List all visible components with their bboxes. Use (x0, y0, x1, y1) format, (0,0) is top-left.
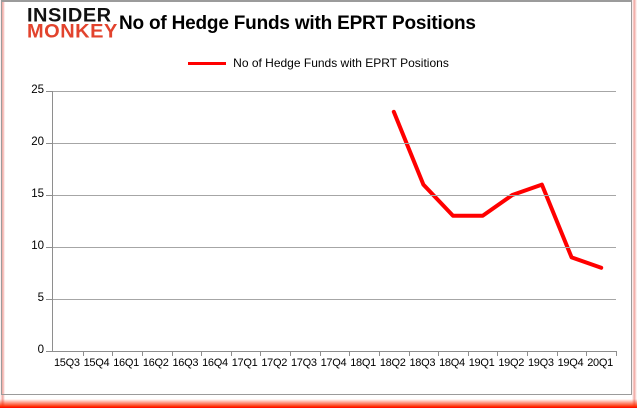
y-axis-tick (46, 90, 53, 92)
y-axis-tick (46, 298, 53, 300)
y-axis-tick (46, 142, 53, 144)
x-axis-label: 16Q3 (172, 357, 199, 369)
y-axis-label: 10 (31, 240, 44, 252)
x-axis-tick (171, 351, 173, 356)
x-axis-tick (527, 351, 529, 356)
y-axis-label: 15 (31, 188, 44, 200)
logo-line-monkey: MONKEY (27, 21, 118, 43)
y-axis-label: 20 (31, 136, 44, 148)
x-axis-label: 15Q3 (53, 357, 80, 369)
series-line-svg (391, 109, 604, 270)
x-axis-label: 18Q1 (350, 357, 376, 369)
left-glow-border (0, 0, 5, 408)
x-axis-label: 18Q3 (409, 357, 436, 369)
x-axis-label: 17Q1 (231, 357, 258, 369)
gridline (53, 246, 616, 248)
x-axis-tick (586, 351, 588, 356)
x-axis-label: 17Q2 (261, 357, 288, 369)
x-axis-tick (82, 351, 84, 356)
y-axis-label: 0 (37, 344, 44, 356)
x-axis-label: 17Q3 (290, 357, 317, 369)
x-axis-label: 16Q1 (113, 357, 139, 369)
gridline (53, 90, 616, 92)
logo-line-insider: INSIDER (27, 5, 112, 27)
chart-title: No of Hedge Funds with EPRT Positions (119, 13, 476, 34)
y-axis-tick (46, 246, 53, 248)
x-axis-tick (438, 351, 440, 356)
x-axis-labels: 15Q3 15Q4 16Q1 16Q2 16Q3 16Q4 17Q1 17Q2 17Q3 17Q4… (52, 357, 615, 369)
x-axis-label: 18Q4 (439, 357, 465, 369)
y-axis-tick (46, 194, 53, 196)
x-axis-tick (319, 351, 321, 356)
x-axis-label: 16Q4 (202, 357, 228, 369)
x-axis-tick (467, 351, 469, 356)
y-axis-label: 25 (31, 84, 44, 96)
x-axis-tick (349, 351, 351, 356)
gridline (53, 298, 616, 300)
x-axis-tick (201, 351, 203, 356)
y-axis-labels: 0 5 10 15 20 25 (10, 84, 44, 356)
x-axis-tick (260, 351, 262, 356)
x-axis-label: 19Q3 (527, 357, 554, 369)
x-axis-tick (141, 351, 143, 356)
x-axis-label: 15Q4 (83, 357, 110, 369)
legend: No of Hedge Funds with EPRT Positions (0, 56, 637, 70)
series-line (391, 109, 604, 270)
gridline (53, 142, 616, 144)
legend-line-swatch (188, 61, 227, 65)
y-axis-tick (46, 350, 53, 352)
gridline (53, 194, 616, 196)
x-axis-tick (556, 351, 558, 356)
x-axis-tick (408, 351, 410, 356)
x-axis-tick (497, 351, 499, 356)
x-axis-tick (112, 351, 114, 356)
x-axis-label: 19Q1 (468, 357, 495, 369)
x-axis-tick (616, 351, 617, 356)
y-axis-label: 5 (37, 292, 44, 304)
legend-label: No of Hedge Funds with EPRT Positions (233, 56, 449, 70)
x-axis-tick (230, 351, 232, 356)
x-axis-label: 18Q2 (379, 357, 406, 369)
x-axis-label: 19Q2 (498, 357, 525, 369)
plot-area (46, 90, 617, 356)
bottom-glow-border (0, 399, 637, 408)
x-axis-label: 20Q1 (587, 357, 613, 369)
x-axis-tick (378, 351, 380, 356)
x-axis-label: 19Q4 (557, 357, 584, 369)
x-axis-label: 17Q4 (320, 357, 347, 369)
chart-frame-border (1, 0, 632, 395)
x-axis-label: 16Q2 (142, 357, 169, 369)
x-axis-tick (290, 351, 292, 356)
insider-monkey-logo: INSIDER MONKEY (27, 5, 118, 43)
right-glow-border (632, 0, 637, 408)
